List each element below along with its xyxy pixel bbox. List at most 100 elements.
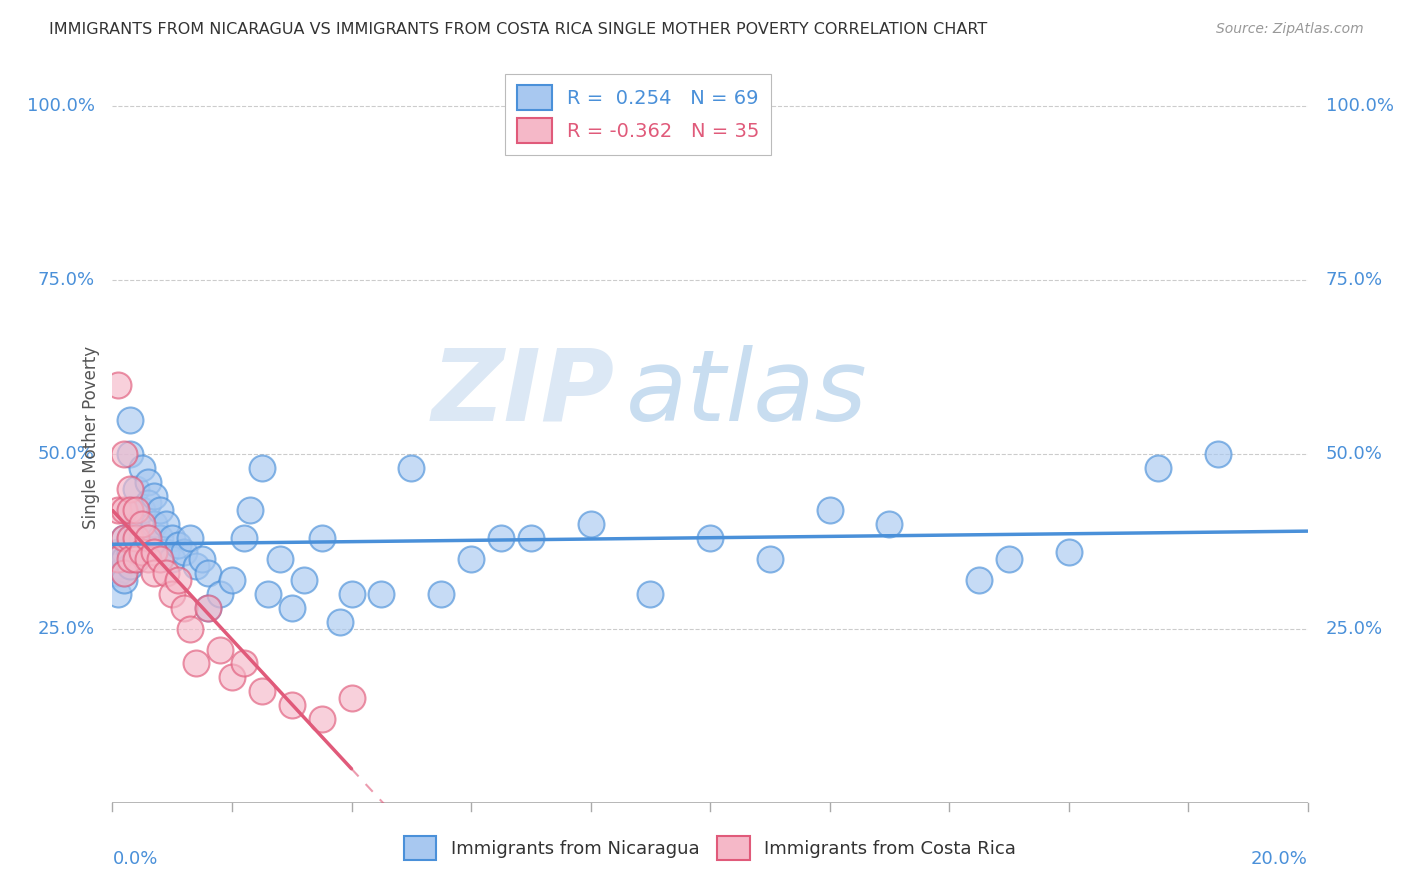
Point [114,545,135,559]
Point [120,552,142,566]
Point [120,531,142,545]
Text: 25.0%: 25.0% [1326,620,1382,638]
Text: 25.0%: 25.0% [38,620,94,638]
Point [818,503,841,517]
Point [179,531,201,545]
Point [143,517,166,532]
Point [401,461,423,475]
Text: Single Mother Poverty: Single Mother Poverty [82,345,100,529]
Point [149,531,172,545]
Point [125,517,148,532]
Point [107,566,129,580]
Text: 50.0%: 50.0% [38,445,94,464]
Point [114,566,135,580]
Point [520,531,543,545]
Point [292,573,315,587]
Point [1147,461,1170,475]
Point [998,552,1021,566]
Point [579,517,602,532]
Point [125,531,148,545]
Point [167,538,190,552]
Text: 0.0%: 0.0% [112,850,157,868]
Point [233,657,256,671]
Point [131,461,153,475]
Text: 75.0%: 75.0% [1326,271,1382,289]
Point [162,552,183,566]
Point [489,531,512,545]
Point [107,558,129,573]
Point [281,698,304,713]
Text: 75.0%: 75.0% [38,271,94,289]
Point [155,517,177,532]
Point [125,503,148,517]
Text: Source: ZipAtlas.com: Source: ZipAtlas.com [1216,22,1364,37]
Point [131,531,153,545]
Point [186,558,208,573]
Point [311,531,333,545]
Point [143,545,166,559]
Point [138,552,160,566]
Point [281,600,304,615]
Point [120,531,142,545]
Text: 20.0%: 20.0% [1251,850,1308,868]
Point [107,587,129,601]
Point [329,615,352,629]
Point [311,712,333,726]
Point [114,566,135,580]
Point [107,545,129,559]
Point [209,642,232,657]
Point [167,573,190,587]
Point [143,489,166,503]
Point [162,531,183,545]
Point [197,600,219,615]
Point [1206,448,1229,462]
Point [340,587,363,601]
Point [138,531,160,545]
Point [879,517,901,532]
Point [120,558,142,573]
Point [699,531,721,545]
Point [107,377,129,392]
Point [191,552,214,566]
Point [257,587,280,601]
Point [114,448,135,462]
Point [114,531,135,545]
Text: 100.0%: 100.0% [1326,97,1393,115]
Text: 100.0%: 100.0% [27,97,94,115]
Point [1057,545,1080,559]
Point [120,503,142,517]
Point [250,684,273,698]
Point [430,587,453,601]
Point [460,552,482,566]
Point [162,587,183,601]
Point [197,600,219,615]
Point [179,622,201,636]
Point [173,600,195,615]
Point [370,587,392,601]
Point [155,566,177,580]
Text: IMMIGRANTS FROM NICARAGUA VS IMMIGRANTS FROM COSTA RICA SINGLE MOTHER POVERTY CO: IMMIGRANTS FROM NICARAGUA VS IMMIGRANTS … [49,22,987,37]
Point [269,552,291,566]
Point [186,657,208,671]
Point [131,517,153,532]
Text: atlas: atlas [627,344,868,442]
Point [759,552,782,566]
Point [120,412,142,426]
Point [149,503,172,517]
Point [233,531,256,545]
Point [131,503,153,517]
Point [114,573,135,587]
Point [131,545,153,559]
Point [114,552,135,566]
Point [138,496,160,510]
Point [125,552,148,566]
Point [120,483,142,497]
Point [239,503,262,517]
Point [340,691,363,706]
Point [114,503,135,517]
Text: 50.0%: 50.0% [1326,445,1382,464]
Point [149,552,172,566]
Point [125,483,148,497]
Point [143,566,166,580]
Point [221,573,243,587]
